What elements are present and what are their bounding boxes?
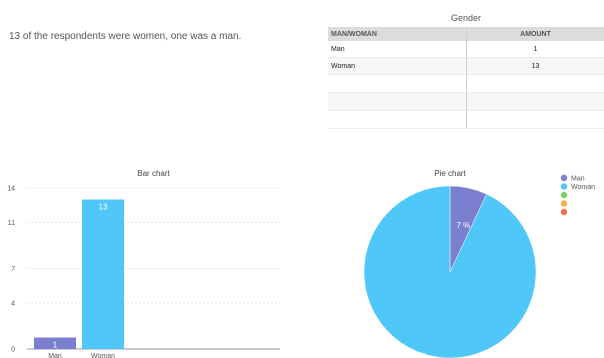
y-tick-label: 11 — [8, 220, 15, 227]
table-row-empty — [328, 110, 604, 129]
legend-swatch — [560, 208, 568, 216]
cell-empty — [466, 92, 604, 111]
y-tick-label: 7 — [11, 266, 15, 273]
legend-swatch — [560, 183, 568, 190]
table-row: Man 1 — [328, 41, 604, 58]
cell-empty — [466, 110, 604, 129]
table-caption: Gender — [450, 13, 482, 23]
bar-woman — [82, 199, 124, 349]
legend-label: Woman — [571, 184, 595, 191]
legend-label: Man — [571, 176, 585, 183]
header-man-woman: MAN/WOMAN — [328, 27, 467, 41]
pie-slice-woman — [363, 185, 537, 358]
bar-man — [34, 337, 76, 349]
y-tick-label: 4 — [11, 301, 15, 308]
table-row-empty — [328, 74, 604, 93]
y-tick-label: 0 — [11, 347, 15, 354]
pie-chart-title: Pie chart — [434, 169, 466, 178]
gender-table-panel: Gender MAN/WOMAN AMOUNT Man 1 Woman 13 — [328, 11, 604, 129]
bar-chart-title: Bar chart — [137, 169, 170, 178]
table-row-empty — [328, 92, 604, 111]
pie-data-label: 93 % — [409, 351, 427, 358]
table-header-row: MAN/WOMAN AMOUNT — [328, 27, 604, 41]
cell-empty — [466, 74, 604, 93]
bar-data-label: 1 — [53, 341, 58, 350]
cell-label: Woman — [328, 57, 467, 75]
legend-swatch — [560, 200, 568, 207]
x-category-label: Woman — [91, 353, 115, 358]
cell-empty — [328, 110, 467, 129]
x-category-label: Man — [48, 353, 62, 358]
table-row: Woman 13 — [328, 57, 604, 75]
gender-table: MAN/WOMAN AMOUNT Man 1 Woman 13 — [328, 27, 604, 129]
cell-amount: 1 — [466, 41, 604, 58]
summary-text: 13 of the respondents were women, one wa… — [9, 31, 242, 42]
cell-label: Man — [328, 41, 467, 58]
y-tick-label: 14 — [7, 186, 15, 193]
cell-amount: 13 — [466, 57, 604, 75]
legend-swatch — [560, 191, 568, 199]
legend-swatch — [560, 174, 568, 182]
bar-data-label: 13 — [99, 203, 108, 212]
pie-data-label: 7 % — [456, 221, 470, 230]
header-amount: AMOUNT — [466, 27, 604, 41]
cell-empty — [328, 74, 467, 93]
cell-empty — [328, 92, 467, 111]
